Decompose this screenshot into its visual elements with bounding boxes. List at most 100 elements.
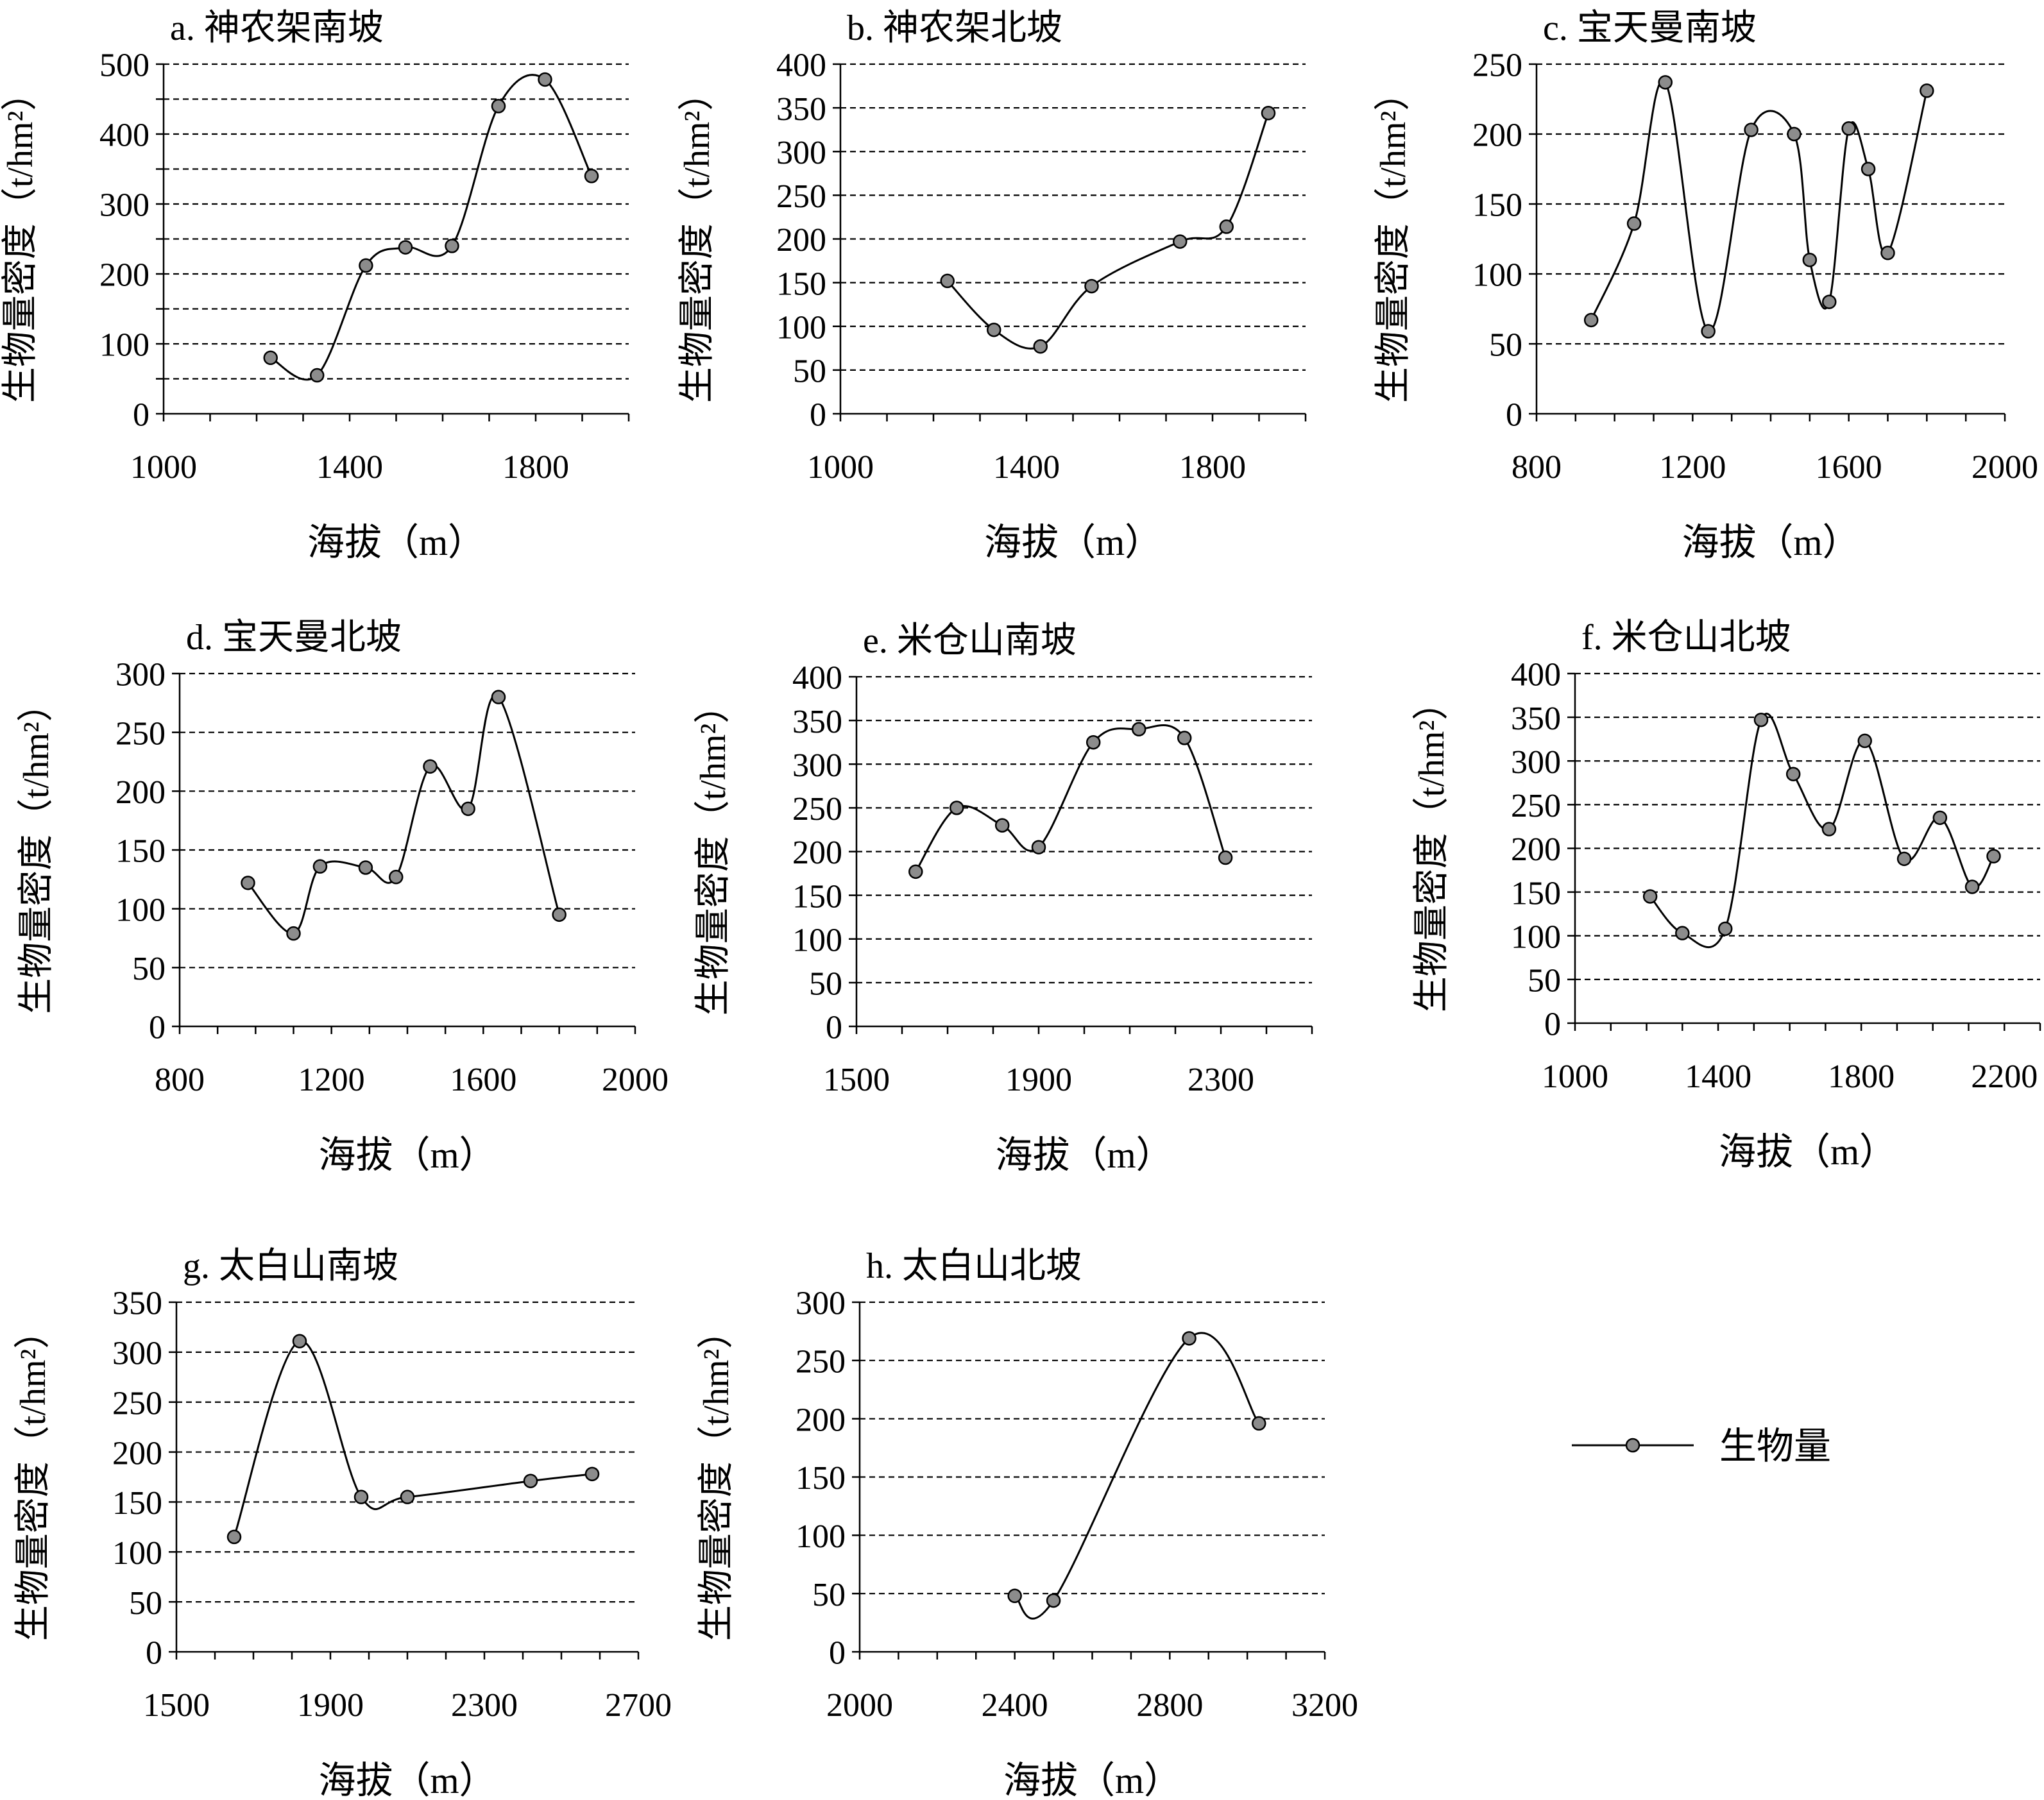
data-point: [1177, 731, 1192, 745]
y-tick-label: 200: [99, 257, 149, 294]
x-tick-label: 2800: [1136, 1687, 1203, 1724]
data-point: [1007, 1588, 1022, 1604]
y-tick-label: 250: [776, 178, 826, 215]
data-point: [445, 239, 459, 253]
x-tick-label: 1200: [1659, 449, 1726, 486]
data-point: [1822, 294, 1837, 309]
data-point: [1932, 810, 1948, 826]
y-axis-label: 生物量密度（t/hm²）: [1374, 75, 1413, 403]
chart-title: f. 米仓山北坡: [1581, 618, 1791, 658]
x-tick-label: 2300: [1188, 1062, 1254, 1098]
data-point: [1626, 216, 1642, 231]
y-tick-label: 0: [1544, 1006, 1561, 1043]
x-tick-label: 1000: [807, 449, 874, 486]
y-tick-label: 300: [796, 1286, 846, 1322]
data-point: [1920, 83, 1934, 98]
y-tick-label: 300: [115, 657, 166, 693]
y-tick-label: 100: [99, 327, 149, 364]
data-point: [584, 1466, 600, 1482]
x-tick-label: 1800: [502, 449, 569, 486]
series-line: [247, 694, 561, 935]
y-tick-label: 250: [796, 1344, 846, 1380]
data-point: [1675, 926, 1690, 940]
x-axis-label: 海拔（m）: [1682, 522, 1859, 563]
y-tick-label: 50: [1528, 963, 1561, 999]
y-tick-label: 300: [112, 1336, 162, 1372]
data-point: [398, 240, 413, 255]
x-tick-label: 800: [155, 1062, 205, 1098]
data-point: [1583, 312, 1599, 328]
data-point: [1218, 850, 1233, 865]
data-point: [1861, 162, 1876, 176]
y-tick-label: 350: [792, 704, 842, 740]
y-tick-label: 300: [1511, 744, 1561, 781]
y-tick-label: 150: [112, 1485, 162, 1522]
data-point: [1986, 849, 2001, 864]
y-axis-label: 生物量密度（t/hm²）: [1412, 684, 1452, 1012]
data-point: [1131, 722, 1146, 736]
data-point: [292, 1334, 307, 1348]
x-axis-label: 海拔（m）: [318, 1760, 496, 1800]
x-tick-label: 1400: [993, 449, 1060, 486]
chart-f: 0 50 100 150 200 250 300 350 400 1000 1400 1800 2200…: [1412, 618, 2041, 1173]
x-tick-label: 1900: [1005, 1062, 1072, 1098]
data-point: [241, 876, 255, 890]
y-tick-label: 300: [776, 135, 826, 171]
data-point: [1084, 278, 1099, 294]
y-tick-label: 300: [792, 747, 842, 784]
y-tick-label: 150: [792, 878, 842, 915]
y-tick-label: 200: [792, 835, 842, 871]
series-line: [1649, 713, 1995, 949]
y-tick-label: 200: [796, 1402, 846, 1438]
data-point: [312, 859, 328, 874]
data-point: [1880, 246, 1895, 260]
x-tick-label: 1600: [1816, 449, 1882, 486]
data-point: [987, 322, 1001, 337]
x-tick-label: 1600: [450, 1062, 516, 1098]
y-axis-label: 生物量密度（t/hm²）: [677, 75, 717, 403]
y-tick-label: 150: [115, 833, 166, 870]
chart-h: 0 50 100 150 200 250 300 2000 2400 2800 3200 h. 太白山…: [697, 1246, 1358, 1800]
data-point: [1857, 733, 1872, 749]
y-axis-label: 生物量密度（t/hm²）: [1, 75, 40, 403]
data-point: [1182, 1331, 1197, 1346]
data-point: [1033, 339, 1048, 354]
y-tick-label: 50: [132, 951, 166, 987]
chart-title: b. 神农架北坡: [847, 8, 1062, 48]
data-point: [584, 169, 599, 183]
y-tick-label: 250: [792, 791, 842, 828]
y-tick-label: 300: [99, 187, 149, 224]
y-tick-label: 100: [1511, 919, 1561, 955]
x-tick-label: 1200: [298, 1062, 365, 1098]
data-point: [940, 273, 955, 289]
y-tick-label: 350: [776, 91, 826, 128]
x-tick-label: 1900: [297, 1687, 364, 1724]
data-point: [1261, 106, 1276, 121]
y-tick-label: 250: [1472, 47, 1522, 84]
data-point: [286, 926, 301, 941]
y-tick-label: 100: [1472, 257, 1522, 294]
data-point: [1744, 123, 1759, 137]
y-tick-label: 100: [776, 309, 826, 346]
legend-label: 生物量: [1719, 1425, 1831, 1467]
data-point: [310, 368, 325, 383]
y-tick-label: 400: [1511, 657, 1561, 693]
y-tick-label: 150: [776, 266, 826, 302]
y-axis-label: 生物量密度（t/hm²）: [697, 1313, 737, 1641]
series-line: [1014, 1332, 1260, 1620]
chart-b: 0 50 100 150 200 250 300 350 400 1000 1400 1800 b. 神…: [677, 8, 1307, 563]
data-point: [538, 72, 552, 87]
chart-e: 0 50 100 150 200 250 300 350 400 1500 1900 2300 e. 米…: [694, 621, 1313, 1176]
y-tick-label: 0: [149, 1010, 166, 1046]
y-tick-label: 50: [793, 353, 826, 390]
data-point: [1642, 889, 1658, 904]
y-tick-label: 0: [133, 397, 149, 434]
data-point: [1701, 324, 1716, 339]
x-tick-label: 1500: [823, 1062, 890, 1098]
chart-g: 0 50 100 150 200 250 300 350 1500 1900 2300 2700 g. …: [13, 1246, 672, 1800]
y-tick-label: 0: [826, 1010, 842, 1046]
y-tick-label: 100: [792, 922, 842, 958]
y-axis-label: 生物量密度（t/hm²）: [17, 686, 56, 1014]
data-point: [1787, 126, 1801, 142]
x-tick-label: 1400: [316, 449, 383, 486]
